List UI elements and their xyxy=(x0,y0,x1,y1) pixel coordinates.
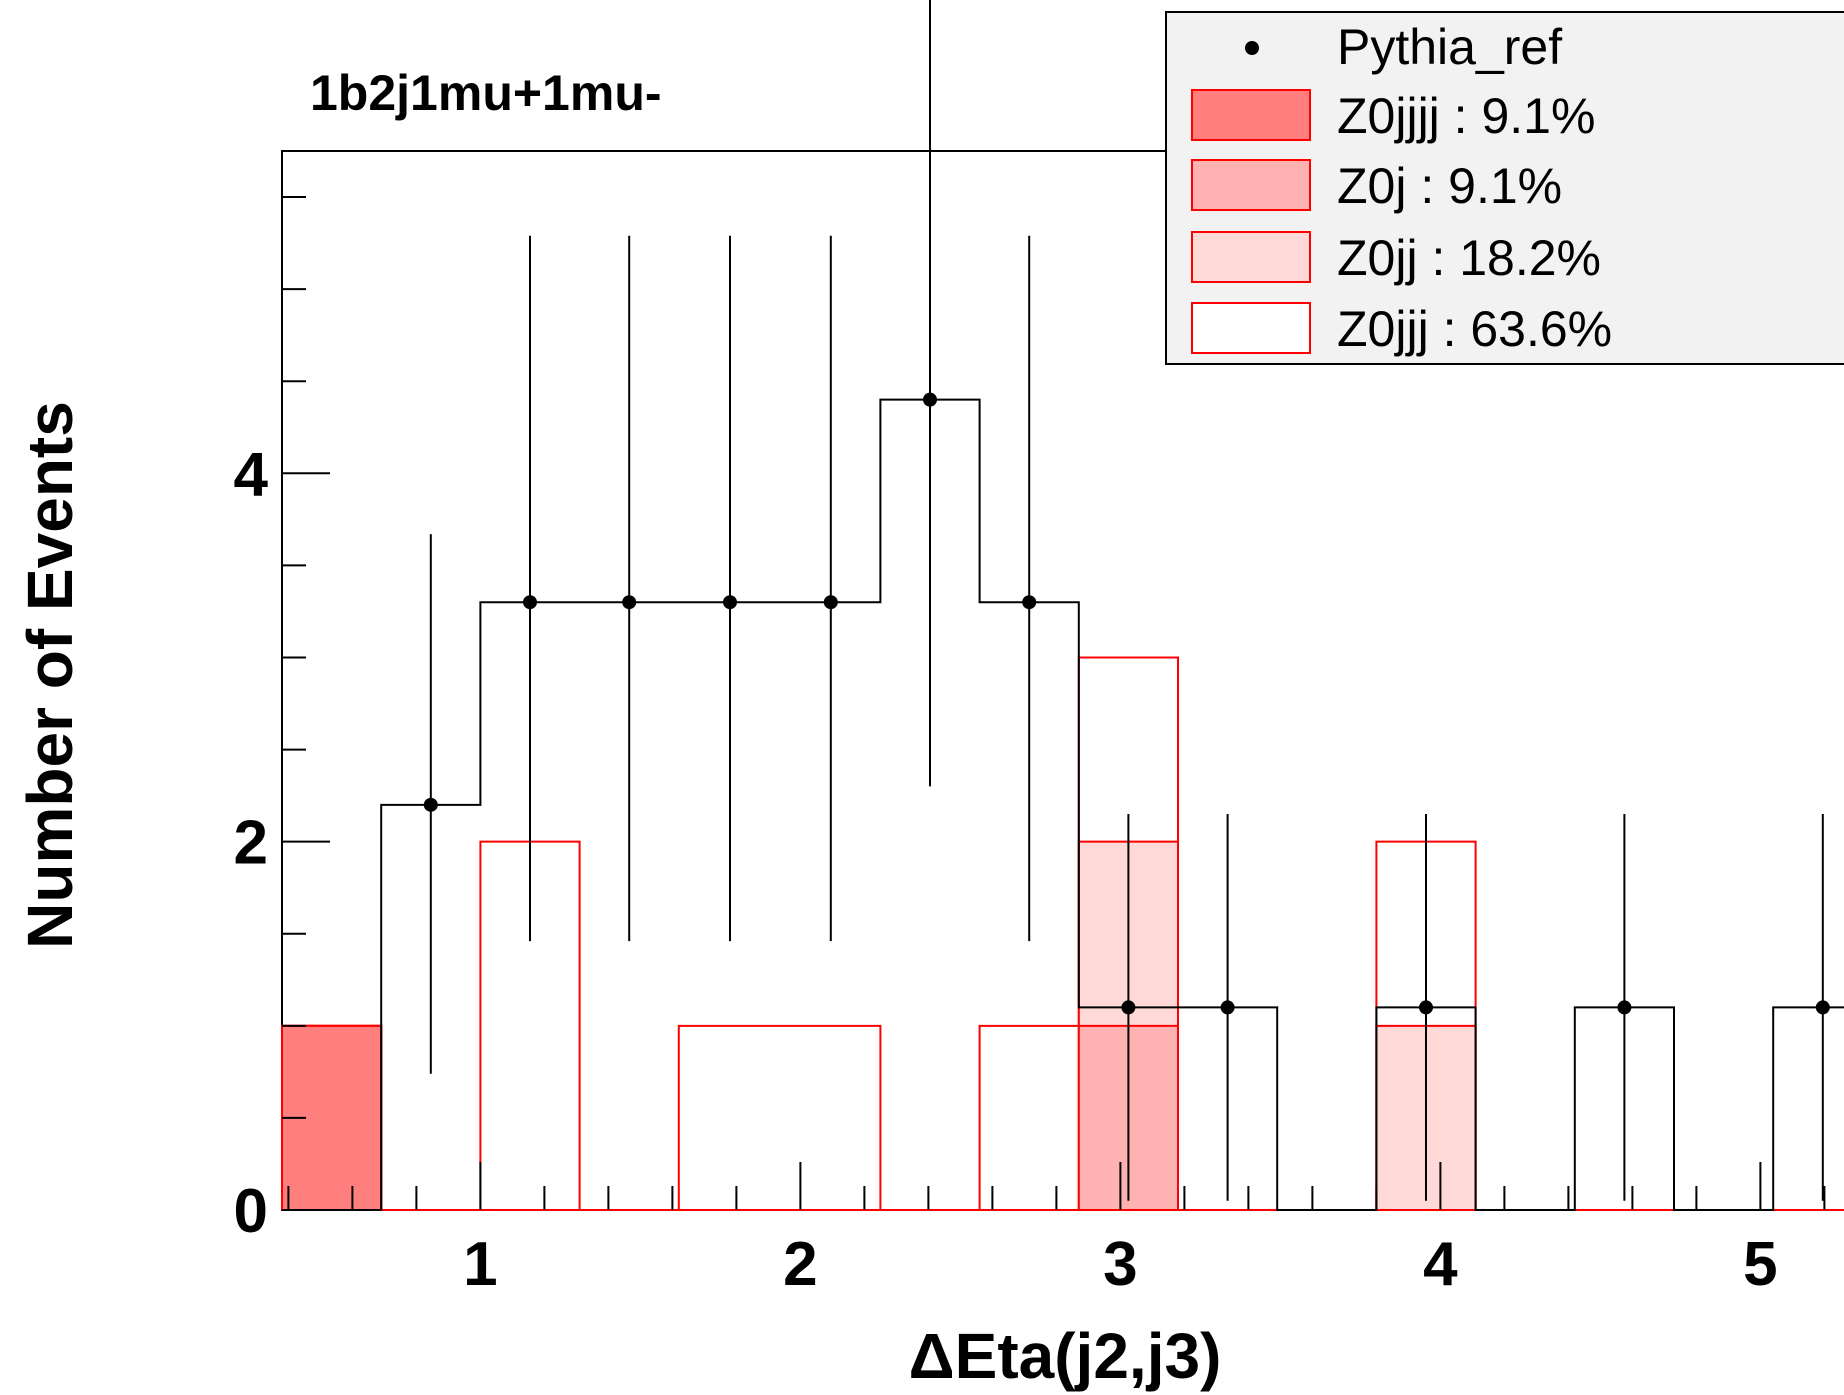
chart-title: 1b2j1mu+1mu- xyxy=(310,65,662,121)
data-point-13 xyxy=(1617,1000,1632,1015)
legend-swatch-z0j xyxy=(1191,159,1311,211)
data-point-15 xyxy=(1815,1000,1830,1015)
legend-swatch-z0jjj xyxy=(1191,302,1311,354)
legend-label-z0jjj: Z0jjj : 63.6% xyxy=(1337,301,1612,357)
reference-histogram xyxy=(282,0,1844,1211)
reference-outline xyxy=(282,398,1844,1211)
data-point-8 xyxy=(1121,1000,1136,1015)
legend-swatch-z0jj xyxy=(1191,231,1311,283)
axes: 1 2 3 4 5 0 2 4 xyxy=(234,196,1826,1299)
data-point-9 xyxy=(1220,1000,1235,1015)
y-axis-title: Number of Events xyxy=(14,401,86,949)
data-point-6 xyxy=(923,392,937,407)
data-point-1 xyxy=(423,797,438,812)
bar-z0jjj-7 xyxy=(979,1025,1079,1210)
bar-z0jjj-5 xyxy=(781,1025,881,1210)
y-tick-label-2: 2 xyxy=(234,809,268,878)
data-point-4 xyxy=(723,595,737,610)
legend-marker-pythia-ref xyxy=(1245,41,1259,55)
data-point-2 xyxy=(523,595,537,610)
x-axis-title: ΔEta(j2,j3) xyxy=(909,1320,1222,1392)
data-point-5 xyxy=(823,595,838,610)
legend: Pythia_ref Z0jjjj : 9.1% Z0j : 9.1% Z0jj… xyxy=(1165,11,1844,365)
legend-swatch-z0jjjj xyxy=(1191,89,1311,141)
legend-label-z0jj: Z0jj : 18.2% xyxy=(1337,230,1601,286)
y-tick-label-4: 4 xyxy=(234,440,269,509)
data-point-7 xyxy=(1022,595,1037,610)
series-z0jjj xyxy=(281,656,1844,1211)
data-point-11 xyxy=(1419,1000,1433,1015)
data-point-3 xyxy=(622,595,637,610)
legend-label-z0j: Z0j : 9.1% xyxy=(1337,158,1562,214)
legend-label-pythia-ref: Pythia_ref xyxy=(1337,19,1562,75)
x-tick-label-1: 1 xyxy=(463,1230,497,1299)
x-tick-label-5: 5 xyxy=(1743,1230,1777,1299)
stacked-histograms xyxy=(281,656,1844,1211)
bar-z0jjj-4 xyxy=(678,1025,782,1210)
y-tick-label-0: 0 xyxy=(234,1177,268,1246)
legend-label-z0jjjj: Z0jjjj : 9.1% xyxy=(1337,88,1595,144)
x-tick-label-4: 4 xyxy=(1423,1230,1458,1299)
x-tick-label-2: 2 xyxy=(783,1230,817,1299)
x-tick-label-3: 3 xyxy=(1103,1230,1137,1299)
